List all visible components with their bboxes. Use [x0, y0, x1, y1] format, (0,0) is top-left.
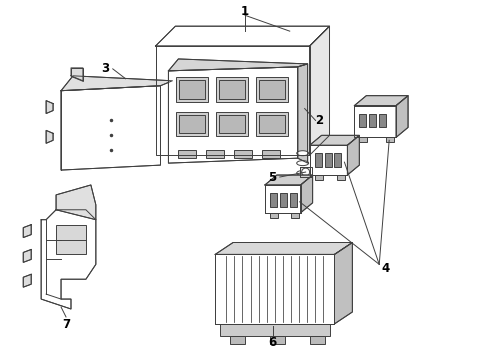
Polygon shape	[300, 167, 312, 177]
Bar	[179, 114, 205, 133]
Polygon shape	[41, 210, 96, 309]
Bar	[259, 114, 285, 133]
Polygon shape	[155, 46, 310, 155]
Polygon shape	[396, 96, 408, 137]
Bar	[256, 112, 288, 136]
Bar	[220, 324, 329, 336]
Polygon shape	[46, 100, 53, 113]
Bar	[290, 193, 297, 207]
Text: 5: 5	[268, 171, 276, 184]
Bar	[270, 193, 277, 207]
Text: 3: 3	[101, 62, 109, 75]
Polygon shape	[215, 243, 352, 255]
Polygon shape	[298, 64, 308, 163]
Bar	[270, 213, 278, 218]
Ellipse shape	[297, 151, 309, 156]
Polygon shape	[61, 76, 172, 91]
Polygon shape	[354, 105, 396, 137]
Bar	[234, 150, 252, 158]
Bar	[369, 113, 376, 127]
Circle shape	[302, 168, 310, 176]
Bar	[256, 77, 288, 102]
Ellipse shape	[297, 171, 309, 176]
Bar	[216, 77, 248, 102]
Bar	[179, 80, 205, 99]
Bar	[315, 153, 321, 167]
Polygon shape	[61, 86, 161, 170]
Bar	[206, 150, 224, 158]
Text: 2: 2	[316, 114, 323, 127]
Polygon shape	[46, 130, 53, 143]
Bar	[230, 336, 245, 344]
Text: 7: 7	[62, 318, 70, 331]
Bar	[310, 336, 324, 344]
Polygon shape	[301, 175, 313, 213]
Polygon shape	[23, 274, 31, 287]
Bar	[335, 153, 342, 167]
Polygon shape	[310, 135, 359, 145]
Bar	[291, 213, 299, 218]
Polygon shape	[23, 249, 31, 262]
Polygon shape	[354, 96, 408, 105]
Bar	[379, 113, 386, 127]
Bar	[219, 114, 245, 133]
Text: 6: 6	[269, 336, 277, 349]
Bar	[259, 80, 285, 99]
Text: 1: 1	[241, 5, 249, 18]
Bar	[324, 153, 332, 167]
Text: 4: 4	[381, 262, 390, 275]
Bar	[219, 80, 245, 99]
Polygon shape	[310, 26, 329, 155]
Polygon shape	[23, 225, 31, 238]
Polygon shape	[265, 175, 313, 185]
Bar	[176, 112, 208, 136]
Polygon shape	[335, 243, 352, 324]
Bar	[386, 137, 394, 142]
Polygon shape	[310, 145, 347, 175]
Bar	[270, 336, 285, 344]
Bar	[359, 137, 368, 142]
Bar	[338, 175, 345, 180]
Bar	[176, 77, 208, 102]
Bar	[216, 112, 248, 136]
Polygon shape	[169, 59, 308, 71]
Polygon shape	[215, 255, 335, 324]
Polygon shape	[265, 185, 301, 213]
Bar	[262, 150, 280, 158]
Polygon shape	[56, 185, 96, 220]
Bar	[56, 225, 86, 255]
Polygon shape	[169, 67, 298, 163]
Bar	[315, 175, 322, 180]
Bar	[280, 193, 287, 207]
Polygon shape	[347, 135, 359, 175]
Bar	[359, 113, 367, 127]
Bar	[178, 150, 196, 158]
Polygon shape	[71, 68, 83, 81]
Ellipse shape	[297, 161, 309, 166]
Polygon shape	[155, 26, 329, 46]
